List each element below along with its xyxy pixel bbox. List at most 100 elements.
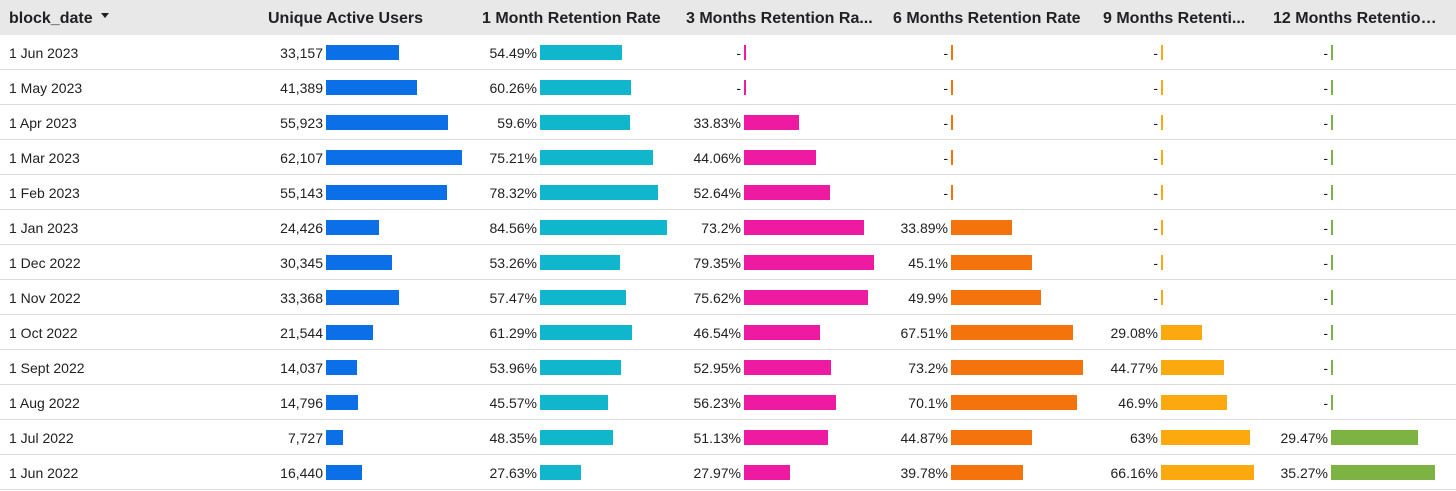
- m3-value: -: [736, 45, 741, 61]
- m9-empty-bar: [1161, 80, 1163, 95]
- sort-descending-icon[interactable]: [101, 13, 109, 18]
- table-row[interactable]: 1 Mar 2023 62,107 75.21% 44.06% - - -: [0, 140, 1456, 175]
- m3-bar: [744, 465, 790, 480]
- header-users[interactable]: Unique Active Users: [268, 10, 424, 27]
- header-m6[interactable]: 6 Months Retention Rate: [893, 10, 1081, 27]
- m3-value: 27.97%: [693, 465, 741, 481]
- table-row[interactable]: 1 May 2023 41,389 60.26% - - - -: [0, 70, 1456, 105]
- header-m9[interactable]: 9 Months Retenti...: [1103, 10, 1246, 27]
- m12-value: -: [1323, 150, 1328, 166]
- m12-value: -: [1323, 290, 1328, 306]
- m12-value: 35.27%: [1280, 465, 1328, 481]
- users-bar: [326, 45, 399, 60]
- table-row[interactable]: 1 Feb 2023 55,143 78.32% 52.64% - - -: [0, 175, 1456, 210]
- m3-value: 73.2%: [701, 220, 741, 236]
- m12-value: -: [1323, 45, 1328, 61]
- users-bar: [326, 360, 357, 375]
- m1-bar: [540, 290, 626, 305]
- m6-bar: [951, 430, 1032, 445]
- m3-empty-bar: [744, 80, 746, 95]
- m12-value: -: [1323, 80, 1328, 96]
- m1-bar: [540, 45, 622, 60]
- m6-value: 33.89%: [900, 220, 948, 236]
- table-row[interactable]: 1 Nov 2022 33,368 57.47% 75.62% 49.9% - -: [0, 280, 1456, 315]
- m9-bar: [1161, 430, 1250, 445]
- m3-value: 46.54%: [693, 325, 741, 341]
- m9-value: -: [1153, 290, 1158, 306]
- table-row[interactable]: 1 Aug 2022 14,796 45.57% 56.23% 70.1% 46.9% -: [0, 385, 1456, 420]
- m1-bar: [540, 325, 632, 340]
- date-cell: 1 Jun 2022: [9, 465, 79, 481]
- m6-value: 39.78%: [900, 465, 948, 481]
- m1-bar: [540, 80, 631, 95]
- table-header: block_date Unique Active Users 1 Month Ret…: [0, 0, 1456, 35]
- table-row[interactable]: 1 Apr 2023 55,923 59.6% 33.83% - - -: [0, 105, 1456, 140]
- m6-value: 70.1%: [908, 395, 948, 411]
- m9-empty-bar: [1161, 220, 1163, 235]
- m9-bar: [1161, 395, 1227, 410]
- table-row[interactable]: 1 Sept 2022 14,037 53.96% 52.95% 73.2% 44.77%…: [0, 350, 1456, 385]
- date-cell: 1 Feb 2023: [9, 185, 80, 201]
- date-cell: 1 Jan 2023: [9, 220, 79, 236]
- header-m3[interactable]: 3 Months Retention Ra...: [686, 10, 873, 27]
- m1-bar: [540, 150, 653, 165]
- users-value: 55,923: [280, 115, 323, 131]
- m12-value: -: [1323, 395, 1328, 411]
- table-row[interactable]: 1 Jul 2022 7,727 48.35% 51.13% 44.87% 63% 29.4…: [0, 420, 1456, 455]
- m3-bar: [744, 360, 831, 375]
- m6-empty-bar: [951, 150, 953, 165]
- m12-value: -: [1323, 115, 1328, 131]
- m12-empty-bar: [1331, 185, 1333, 200]
- m3-bar: [744, 290, 868, 305]
- table-row[interactable]: 1 Jun 2022 16,440 27.63% 27.97% 39.78% 66.16%…: [0, 455, 1456, 490]
- m3-bar: [744, 430, 828, 445]
- table-row[interactable]: 1 Jan 2023 24,426 84.56% 73.2% 33.89% - -: [0, 210, 1456, 245]
- m6-bar: [951, 465, 1023, 480]
- m9-value: 66.16%: [1110, 465, 1158, 481]
- users-bar: [326, 325, 373, 340]
- users-value: 7,727: [287, 430, 323, 446]
- m6-value: -: [943, 45, 948, 61]
- m3-value: 56.23%: [693, 395, 741, 411]
- m6-bar: [951, 325, 1073, 340]
- date-cell: 1 Jun 2023: [9, 45, 79, 61]
- m9-empty-bar: [1161, 255, 1163, 270]
- users-bar: [326, 150, 462, 165]
- header-date[interactable]: block_date: [9, 10, 93, 27]
- m6-value: 67.51%: [900, 325, 948, 341]
- m3-bar: [744, 150, 816, 165]
- users-value: 30,345: [280, 255, 323, 271]
- header-m1[interactable]: 1 Month Retention Rate: [482, 10, 661, 27]
- users-value: 33,368: [280, 290, 323, 306]
- users-value: 41,389: [280, 80, 323, 96]
- m1-value: 61.29%: [489, 325, 537, 341]
- table-row[interactable]: 1 Jun 2023 33,157 54.49% - - - -: [0, 35, 1456, 70]
- m9-value: -: [1153, 45, 1158, 61]
- m12-value: -: [1323, 360, 1328, 376]
- users-value: 33,157: [280, 45, 323, 61]
- m6-bar: [951, 290, 1041, 305]
- m6-value: -: [943, 80, 948, 96]
- table-row[interactable]: 1 Oct 2022 21,544 61.29% 46.54% 67.51% 29.08%…: [0, 315, 1456, 350]
- table-row[interactable]: 1 Dec 2022 30,345 53.26% 79.35% 45.1% - -: [0, 245, 1456, 280]
- m9-value: -: [1153, 80, 1158, 96]
- m12-empty-bar: [1331, 360, 1333, 375]
- m3-value: 52.64%: [693, 185, 741, 201]
- m9-bar: [1161, 465, 1254, 480]
- m6-value: 73.2%: [908, 360, 948, 376]
- header-m12[interactable]: 12 Months Retention...: [1273, 10, 1443, 27]
- m1-bar: [540, 360, 621, 375]
- m1-value: 27.63%: [489, 465, 537, 481]
- m1-bar: [540, 115, 630, 130]
- m9-value: -: [1153, 115, 1158, 131]
- m9-value: 44.77%: [1110, 360, 1158, 376]
- m1-bar: [540, 395, 608, 410]
- users-value: 16,440: [280, 465, 323, 481]
- m12-empty-bar: [1331, 80, 1333, 95]
- m1-bar: [540, 185, 658, 200]
- m3-bar: [744, 115, 799, 130]
- date-cell: 1 Aug 2022: [9, 395, 80, 411]
- m1-bar: [540, 220, 667, 235]
- m9-empty-bar: [1161, 290, 1163, 305]
- m6-empty-bar: [951, 45, 953, 60]
